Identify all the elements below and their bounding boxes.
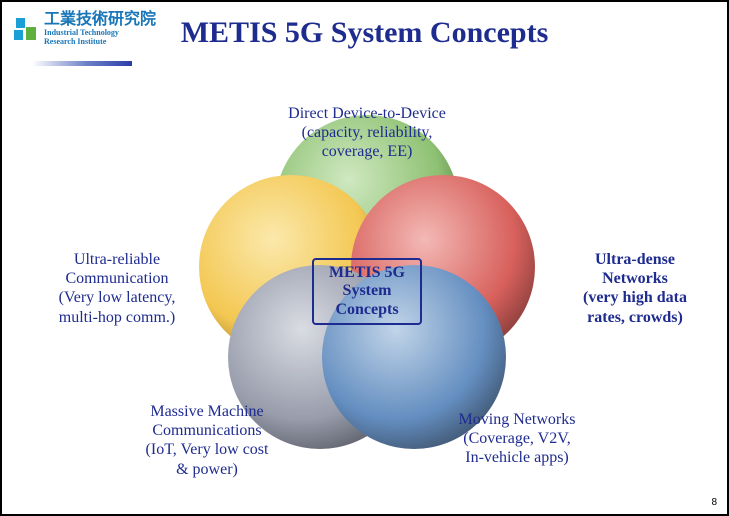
label-d2d: Direct Device-to-Device (capacity, relia…: [252, 104, 482, 162]
center-label: METIS 5G System Concepts: [312, 258, 422, 325]
label-udn: Ultra-dense Networks (very high data rat…: [560, 250, 710, 327]
page-number: 8: [711, 497, 717, 508]
title-underline: [32, 60, 132, 68]
label-urc: Ultra-reliable Communication (Very low l…: [42, 250, 192, 327]
label-mmc: Massive Machine Communications (IoT, Ver…: [122, 402, 292, 479]
slide: 工業技術研究院 Industrial Technology Research I…: [0, 0, 729, 516]
label-mn: Moving Networks (Coverage, V2V, In-vehic…: [432, 410, 602, 468]
page-title: METIS 5G System Concepts: [2, 16, 727, 50]
